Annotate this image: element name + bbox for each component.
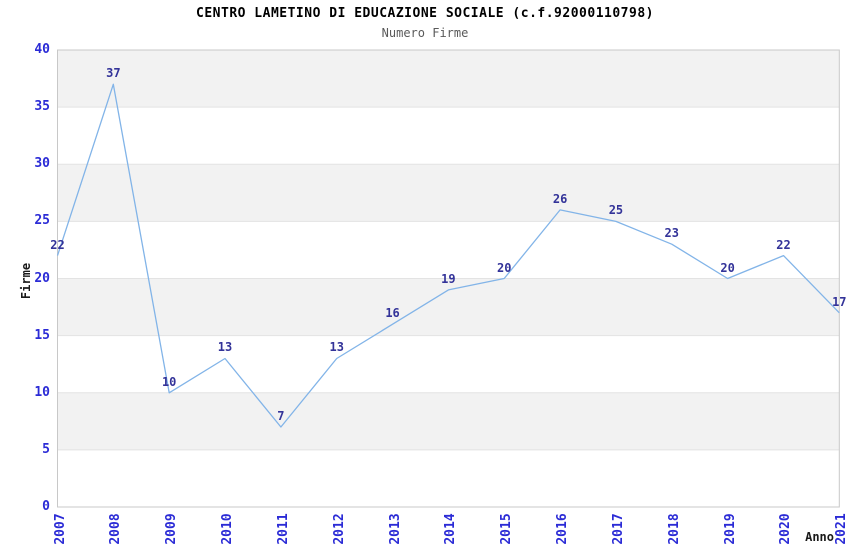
x-tick-label: 2008	[108, 513, 124, 545]
x-tick-label: 2012	[331, 513, 347, 545]
data-label: 25	[608, 203, 624, 218]
x-tick-label: 2007	[52, 513, 68, 545]
x-tick-label: 2011	[275, 513, 291, 545]
data-label: 13	[217, 340, 233, 355]
data-label: 7	[277, 409, 285, 424]
y-tick-label: 15	[34, 327, 50, 343]
x-axis-title: Anno	[805, 530, 834, 544]
plot-border	[57, 49, 840, 508]
data-label: 22	[50, 237, 65, 252]
x-tick-label: 2016	[555, 513, 571, 545]
grid-band	[57, 392, 840, 450]
data-label: 17	[832, 294, 847, 309]
data-label: 19	[441, 271, 456, 286]
y-tick-label: 40	[34, 42, 50, 57]
chart-title: CENTRO LAMETINO DI EDUCAZIONE SOCIALE (c…	[196, 6, 654, 21]
y-tick-label: 35	[34, 99, 50, 115]
grid-band	[57, 278, 840, 336]
x-tick-label: 2014	[443, 513, 459, 545]
x-tick-label: 2018	[666, 513, 682, 545]
grid-band	[57, 50, 840, 108]
data-label: 20	[497, 260, 512, 275]
y-tick-label: 10	[34, 384, 50, 400]
x-tick-label: 2019	[722, 513, 738, 545]
data-label: 22	[776, 237, 791, 252]
y-tick-label: 0	[42, 499, 50, 514]
grid-band	[57, 164, 840, 222]
data-label: 23	[664, 226, 679, 241]
data-label: 13	[329, 340, 344, 355]
x-tick-label: 2013	[387, 513, 403, 545]
x-tick-label: 2020	[778, 513, 794, 545]
x-tick-label: 2021	[834, 513, 850, 545]
x-tick-label: 2015	[499, 513, 515, 545]
x-tick-label: 2009	[164, 513, 180, 545]
y-tick-label: 20	[34, 270, 50, 286]
data-label: 10	[161, 374, 177, 389]
chart-subtitle: Numero Firme	[381, 26, 469, 40]
x-tick-label: 2017	[610, 513, 626, 545]
y-axis-title: Firme	[19, 262, 33, 300]
data-label: 37	[106, 66, 121, 81]
y-tick-label: 5	[42, 441, 50, 457]
data-label: 20	[720, 260, 735, 275]
series-line	[56, 83, 840, 428]
y-tick-label: 25	[34, 213, 50, 229]
x-tick-label: 2010	[220, 513, 236, 545]
data-label: 16	[385, 306, 400, 321]
data-label: 26	[552, 191, 568, 206]
y-tick-label: 30	[34, 156, 50, 172]
